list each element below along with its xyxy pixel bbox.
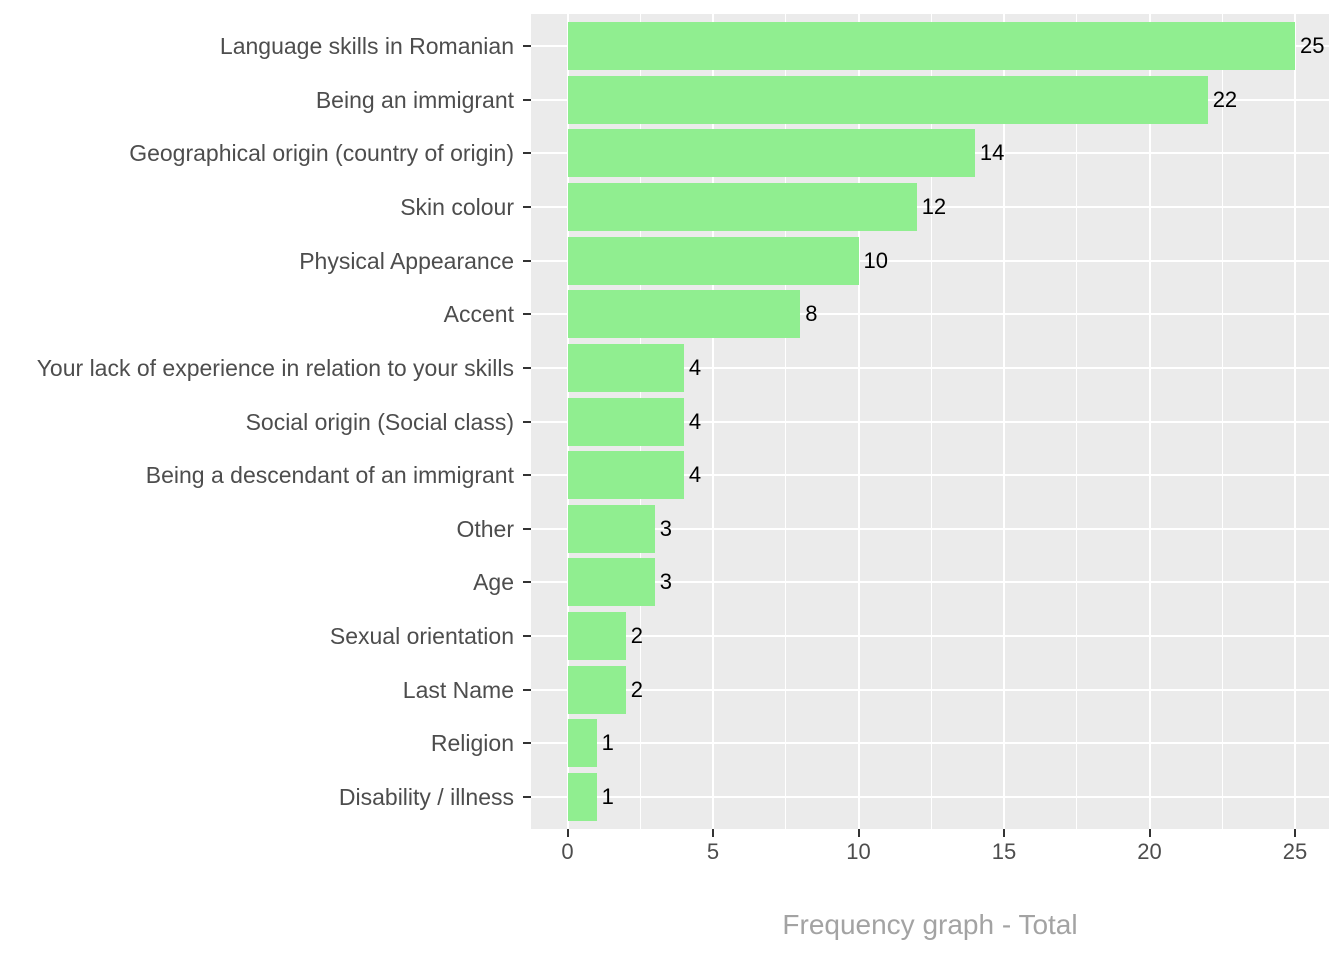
gridline-major-horizontal	[531, 581, 1329, 584]
y-axis-tick	[523, 635, 531, 638]
y-axis-label: Social origin (Social class)	[245, 408, 514, 435]
gridline-major-horizontal	[531, 206, 1329, 209]
y-axis-label: Age	[473, 569, 514, 596]
y-axis-tick	[523, 474, 531, 477]
bar-value-label: 22	[1212, 86, 1238, 112]
y-axis-tick	[523, 152, 531, 155]
y-axis-label: Other	[456, 515, 514, 542]
y-axis-tick	[523, 259, 531, 262]
bar-value-label: 3	[659, 569, 673, 595]
bar-value-label: 4	[688, 354, 702, 380]
bar-value-label: 12	[921, 194, 947, 220]
gridline-major-horizontal	[531, 474, 1329, 477]
bar-8	[567, 397, 684, 446]
x-axis-tick	[1003, 829, 1005, 837]
bar-value-label: 10	[863, 247, 888, 273]
gridline-major-horizontal	[531, 742, 1329, 745]
y-axis-tick	[523, 366, 531, 369]
y-axis-tick	[523, 98, 531, 101]
gridline-major-horizontal	[531, 366, 1329, 369]
bar-value-label: 8	[805, 301, 818, 327]
bar-value-label: 4	[688, 462, 702, 488]
x-axis-tick	[1294, 829, 1296, 837]
bar-11	[567, 558, 655, 607]
bar-3	[567, 129, 975, 178]
bar-14	[567, 719, 597, 768]
y-axis-tick	[523, 527, 531, 530]
y-axis-tick	[523, 420, 531, 423]
y-axis-tick	[523, 45, 531, 48]
bar-2	[567, 75, 1208, 124]
x-axis-tick-label: 20	[1137, 839, 1162, 864]
bar-value-label: 1	[601, 783, 614, 809]
y-axis-tick	[523, 206, 531, 209]
bar-6	[567, 290, 801, 339]
gridline-major-horizontal	[531, 635, 1329, 638]
plot-panel: 25 22 14 12 10 8 4 4 4 3 3 2 2 1 1	[531, 14, 1329, 829]
y-axis-tick	[523, 742, 531, 745]
y-axis-label: Disability / illness	[338, 783, 514, 810]
bar-1	[567, 22, 1295, 71]
x-axis-tick-label: 10	[846, 839, 871, 864]
x-axis-tick-label: 0	[561, 839, 574, 864]
y-axis-label: Being an immigrant	[315, 86, 514, 113]
bar-value-label: 1	[601, 730, 614, 756]
bar-4	[567, 183, 917, 232]
bar-10	[567, 504, 655, 553]
bar-7	[567, 343, 684, 392]
y-axis-label: Physical Appearance	[299, 247, 514, 274]
gridline-major-horizontal	[531, 313, 1329, 316]
y-axis-label: Sexual orientation	[329, 623, 514, 650]
y-axis-tick	[523, 688, 531, 691]
y-axis-label: Skin colour	[400, 194, 514, 221]
x-axis-tick	[1148, 829, 1151, 837]
x-axis-tick-label: 25	[1282, 839, 1308, 864]
gridline-major-horizontal	[531, 688, 1329, 691]
bar-value-label: 4	[688, 408, 702, 434]
bar-15	[567, 772, 597, 821]
y-axis-tick	[523, 795, 531, 798]
x-axis-tick	[857, 829, 860, 837]
y-axis-label: Religion	[430, 730, 514, 757]
gridline-major-horizontal	[531, 527, 1329, 530]
y-axis-label: Accent	[443, 301, 514, 328]
bar-12	[567, 612, 626, 661]
x-axis-tick-label: 15	[991, 839, 1017, 864]
bar-value-label: 2	[630, 676, 643, 702]
x-axis-title: Frequency graph - Total	[782, 909, 1078, 940]
y-axis-label: Geographical origin (country of origin)	[129, 140, 514, 167]
gridline-major-horizontal	[531, 420, 1329, 423]
y-axis-tick	[523, 581, 531, 584]
x-axis-tick-label: 5	[706, 839, 720, 864]
gridline-major-horizontal	[531, 259, 1329, 262]
bar-5	[567, 236, 859, 285]
bar-value-label: 14	[979, 140, 1005, 166]
y-axis-tick	[523, 313, 531, 316]
y-axis-labels: Language skills in Romanian Being an immi…	[0, 14, 514, 829]
y-axis-label: Being a descendant of an immigrant	[145, 462, 514, 489]
bar-value-label: 2	[630, 623, 643, 649]
y-axis-label: Language skills in Romanian	[219, 33, 514, 60]
bar-value-label: 25	[1300, 33, 1325, 59]
bar-value-label: 3	[659, 515, 673, 541]
y-axis-label: Last Name	[402, 676, 514, 703]
x-axis-tick	[566, 829, 569, 837]
bar-9	[567, 451, 684, 500]
gridline-major-horizontal	[531, 795, 1329, 798]
x-axis-tick	[712, 829, 714, 837]
bar-13	[567, 665, 626, 714]
y-axis-label: Your lack of experience in relation to y…	[36, 354, 514, 381]
